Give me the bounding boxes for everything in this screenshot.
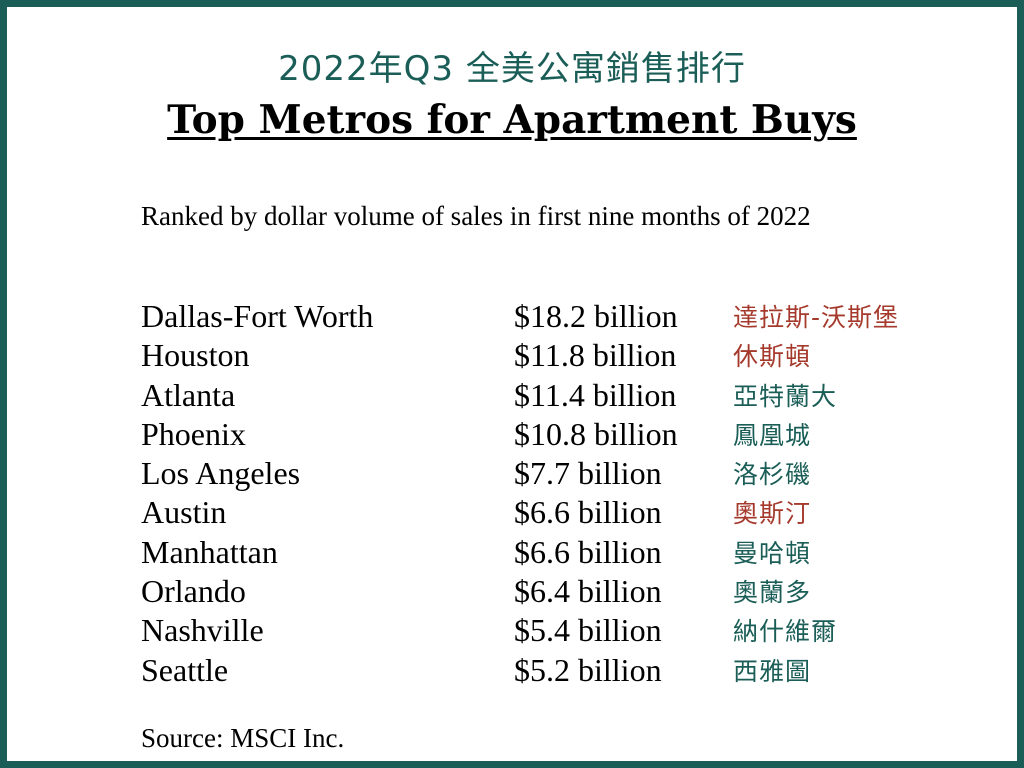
metro-row: Austin $6.6 billion 奧斯汀	[141, 493, 1001, 532]
source-note: Source: MSCI Inc.	[141, 723, 345, 753]
metro-row: Nashville $5.4 billion 納什維爾	[141, 611, 1001, 650]
subtitle: Ranked by dollar volume of sales in firs…	[141, 201, 811, 231]
metro-name-chinese: 鳳凰城	[733, 420, 812, 450]
sales-volume: $11.8 billion	[514, 337, 677, 374]
metro-name: Houston	[141, 337, 250, 374]
metro-name: Nashville	[141, 612, 264, 649]
metro-name-chinese: 西雅圖	[733, 656, 812, 686]
sales-volume: $6.6 billion	[514, 494, 662, 531]
sales-volume: $5.4 billion	[514, 612, 662, 649]
sales-volume: $11.4 billion	[514, 376, 677, 413]
title-chinese: 2022年Q3 全美公寓銷售排行	[278, 49, 746, 89]
metro-name: Orlando	[141, 573, 246, 610]
metro-row: Atlanta $11.4 billion 亞特蘭大	[141, 376, 1001, 415]
metro-row: Dallas-Fort Worth $18.2 billion 達拉斯-沃斯堡	[141, 297, 1001, 336]
metro-row: Seattle $5.2 billion 西雅圖	[141, 651, 1001, 690]
metro-row: Orlando $6.4 billion 奧蘭多	[141, 572, 1001, 611]
metro-name: Phoenix	[141, 415, 246, 452]
sales-volume: $18.2 billion	[514, 298, 678, 334]
metro-name: Dallas-Fort Worth	[141, 298, 374, 334]
title-english: Top Metros for Apartment Buys	[167, 97, 857, 143]
metro-name: Atlanta	[141, 376, 236, 413]
metro-name-chinese: 曼哈頓	[733, 538, 812, 568]
sales-volume: $6.4 billion	[514, 573, 662, 610]
sales-volume: $5.2 billion	[514, 651, 662, 688]
metro-name-chinese: 奧斯汀	[733, 499, 812, 529]
metro-ranking-list: Dallas-Fort Worth $18.2 billion 達拉斯-沃斯堡 Hou…	[141, 297, 1001, 690]
metro-name-chinese: 納什維爾	[733, 617, 838, 647]
metro-name-chinese: 洛杉磯	[733, 460, 812, 490]
metro-row: Los Angeles $7.7 billion 洛杉磯	[141, 454, 1001, 493]
sales-volume: $7.7 billion	[514, 455, 662, 492]
metro-row: Houston $11.8 billion 休斯頓	[141, 336, 1001, 375]
metro-name-chinese: 休斯頓	[733, 342, 812, 372]
metro-name: Seattle	[141, 651, 229, 688]
metro-name-chinese: 亞特蘭大	[733, 381, 838, 411]
metro-name: Manhattan	[141, 533, 278, 570]
sales-volume: $10.8 billion	[514, 415, 678, 452]
metro-row: Phoenix $10.8 billion 鳳凰城	[141, 415, 1001, 454]
metro-row: Manhattan $6.6 billion 曼哈頓	[141, 533, 1001, 572]
metro-name-chinese: 奧蘭多	[733, 578, 812, 608]
metro-name: Austin	[141, 494, 227, 531]
metro-name-chinese: 達拉斯-沃斯堡	[733, 303, 900, 332]
metro-name: Los Angeles	[141, 455, 301, 492]
sales-volume: $6.6 billion	[514, 533, 662, 570]
